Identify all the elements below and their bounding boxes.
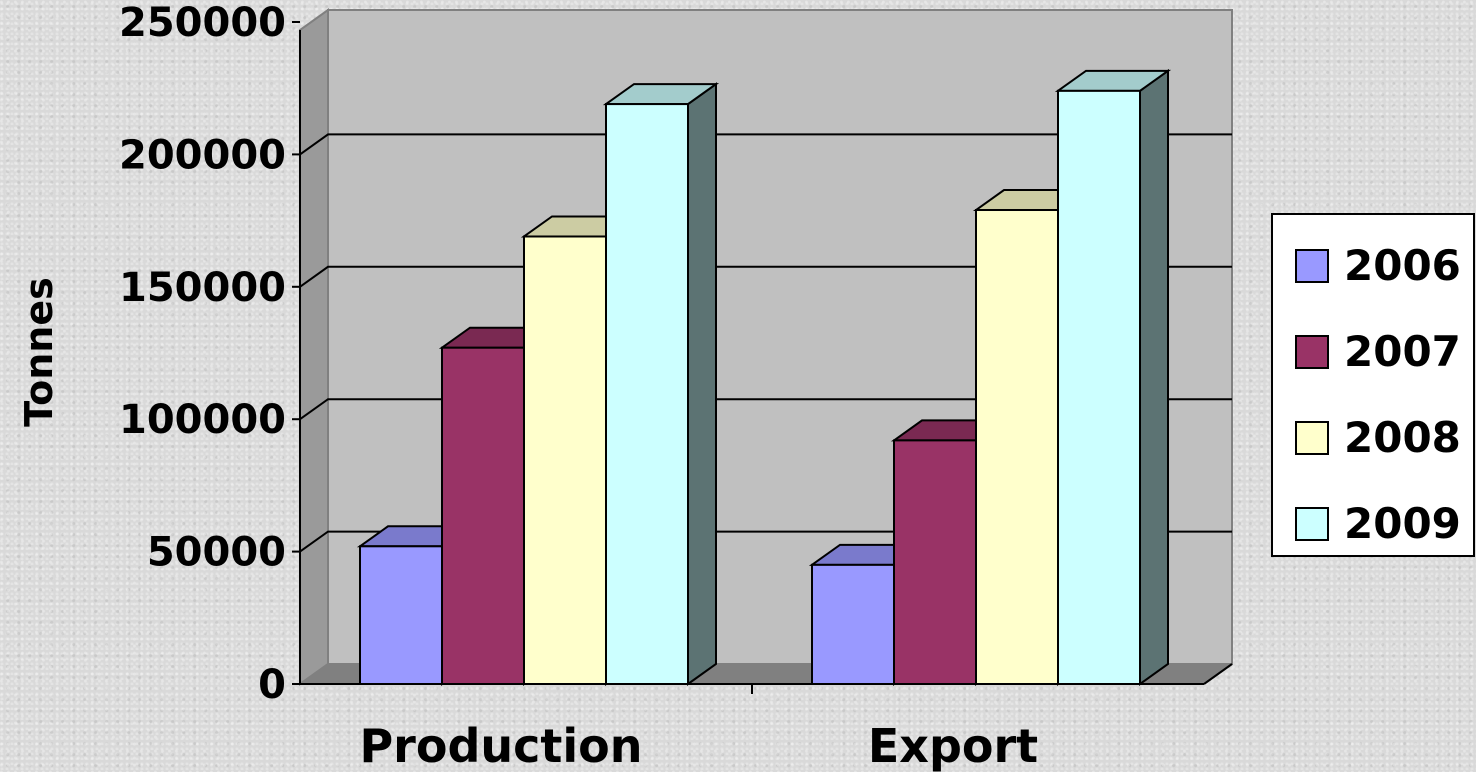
y-axis-label: Tonnes	[17, 277, 61, 426]
legend-label: 2008	[1344, 413, 1461, 462]
bar-front	[441, 346, 525, 685]
legend: 2006 2007 2008 2009	[1271, 213, 1475, 557]
y-tick-label: 200000	[119, 132, 286, 178]
legend-swatch	[1295, 335, 1329, 369]
legend-item: 2007	[1295, 327, 1461, 376]
floor-edge	[1203, 663, 1233, 685]
legend-label: 2007	[1344, 327, 1461, 376]
side-wall	[299, 8, 329, 686]
legend-item: 2009	[1295, 499, 1461, 548]
bar-front	[975, 209, 1059, 685]
gridline	[299, 265, 1232, 288]
bar-side	[1139, 68, 1169, 686]
bar	[602, 82, 720, 686]
bar-front	[359, 545, 443, 686]
legend-item: 2008	[1295, 413, 1461, 462]
legend-item: 2006	[1295, 241, 1461, 290]
gridline	[299, 133, 1232, 156]
y-tick-label: 100000	[119, 397, 286, 443]
x-category-label: Export	[868, 719, 1038, 772]
legend-swatch	[1295, 421, 1329, 455]
legend-swatch	[1295, 249, 1329, 283]
y-tick-label: 50000	[147, 530, 286, 576]
bar	[1054, 68, 1172, 686]
legend-swatch	[1295, 507, 1329, 541]
bar-front	[605, 103, 689, 685]
bar-front	[893, 439, 977, 685]
x-category-label: Production	[359, 719, 642, 772]
bar-side	[687, 82, 717, 686]
bar-front	[523, 235, 607, 685]
gridline	[299, 398, 1232, 421]
y-tick-label: 150000	[119, 265, 286, 311]
y-tick-label: 0	[258, 662, 286, 708]
bar-front	[811, 563, 895, 686]
legend-label: 2009	[1344, 499, 1461, 548]
y-tick-label: 250000	[119, 0, 286, 46]
legend-label: 2006	[1344, 241, 1461, 290]
bar-front	[1057, 89, 1141, 685]
